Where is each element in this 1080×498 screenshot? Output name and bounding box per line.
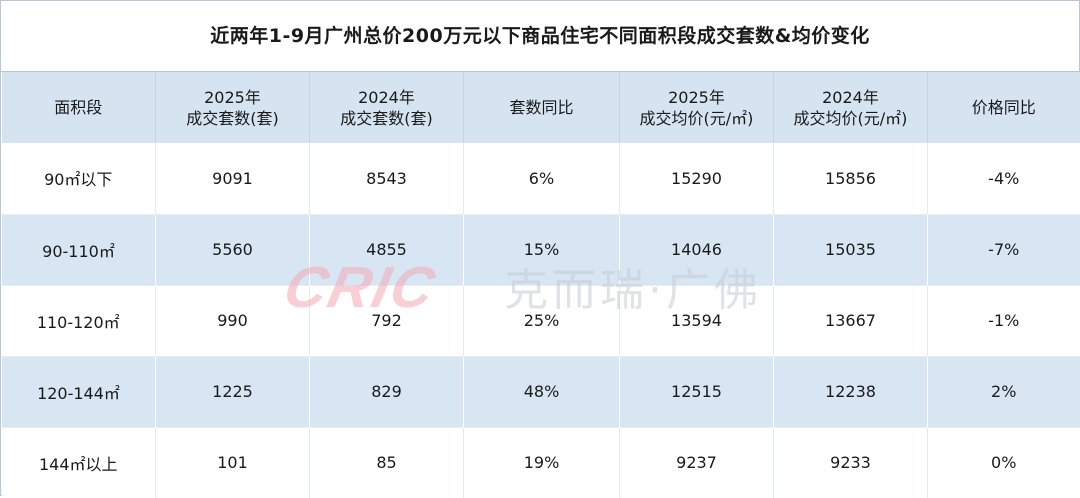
cell-2024-avg-price: 15035 [773, 213, 928, 285]
cell-2025-volume: 9091 [155, 143, 310, 214]
cell-2024-volume: 4855 [309, 213, 464, 285]
cell-price-yoy: -1% [927, 284, 1080, 356]
cell-2024-volume: 829 [309, 355, 464, 427]
cell-2025-avg-price: 12515 [619, 355, 774, 427]
cell-area-segment: 120-144㎡ [1, 355, 156, 427]
header-area-segment: 面积段 [54, 98, 103, 117]
header-row: 面积段 2025年 成交套数(套) 2024年 成交套数(套) 套数同比 2025年… [1, 72, 1080, 143]
table-row: 120-144㎡ 1225 829 48% 12515 12238 2% [1, 355, 1080, 427]
cell-2024-avg-price: 9233 [773, 426, 928, 498]
cell-2025-avg-price: 15290 [619, 143, 774, 214]
cell-2024-avg-price: 12238 [773, 355, 928, 427]
header-price-yoy: 价格同比 [927, 72, 1080, 143]
table-title: 近两年1-9月广州总价200万元以下商品住宅不同面积段成交套数&均价变化 [1, 1, 1079, 72]
table-row: 110-120㎡ 990 792 25% 13594 13667 -1% [1, 284, 1080, 356]
cell-2025-volume: 990 [155, 284, 310, 356]
header-2025-volume: 2025年 成交套数(套) [155, 72, 310, 143]
table-row: 144㎡以上 101 85 19% 9237 9233 0% [1, 426, 1080, 498]
cell-volume-yoy: 48% [463, 355, 620, 427]
cell-2024-volume: 85 [309, 426, 464, 498]
cell-volume-yoy: 15% [463, 213, 620, 285]
header-2024-volume: 2024年 成交套数(套) [309, 72, 464, 143]
header-volume-yoy: 套数同比 [463, 72, 620, 143]
cell-2025-volume: 1225 [155, 355, 310, 427]
cell-2025-volume: 5560 [155, 213, 310, 285]
cell-price-yoy: 2% [927, 355, 1080, 427]
cell-area-segment: 90-110㎡ [1, 213, 156, 285]
cell-2025-avg-price: 14046 [619, 213, 774, 285]
cell-price-yoy: -4% [927, 143, 1080, 214]
cell-volume-yoy: 6% [463, 143, 620, 214]
cell-price-yoy: -7% [927, 213, 1080, 285]
cell-area-segment: 90㎡以下 [44, 170, 113, 190]
cell-2025-volume: 101 [155, 426, 310, 498]
cell-2025-avg-price: 9237 [619, 426, 774, 498]
cell-volume-yoy: 19% [463, 426, 620, 498]
data-table: 面积段 2025年 成交套数(套) 2024年 成交套数(套) 套数同比 2025年… [1, 72, 1080, 498]
cell-price-yoy: 0% [927, 426, 1080, 498]
cell-2024-volume: 8543 [309, 143, 464, 214]
header-2024-avg-price: 2024年 成交均价(元/㎡) [773, 72, 928, 143]
header-2025-avg-price: 2025年 成交均价(元/㎡) [619, 72, 774, 143]
table-row: 90-110㎡ 5560 4855 15% 14046 15035 -7% [1, 213, 1080, 285]
cell-area-segment: 110-120㎡ [1, 284, 156, 356]
cell-volume-yoy: 25% [463, 284, 620, 356]
cell-2024-volume: 792 [309, 284, 464, 356]
cell-2025-avg-price: 13594 [619, 284, 774, 356]
table-row: 90㎡以下 9091 8543 6% 15290 15856 -4% [1, 143, 1080, 214]
cell-area-segment: 144㎡以上 [1, 426, 156, 498]
cell-2024-avg-price: 15856 [773, 143, 928, 214]
cell-2024-avg-price: 13667 [773, 284, 928, 356]
